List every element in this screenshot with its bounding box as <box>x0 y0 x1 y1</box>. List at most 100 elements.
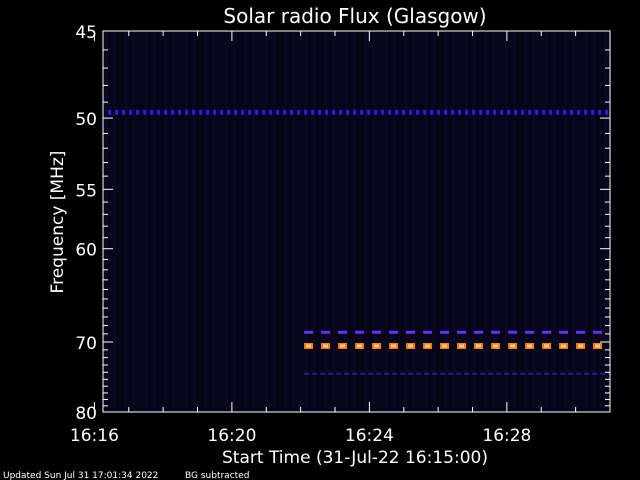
noise-streak <box>493 31 495 412</box>
emission-dash-core <box>527 344 533 348</box>
emission-dash <box>474 330 484 334</box>
emission-dash-core <box>391 344 397 348</box>
emission-dash <box>593 330 603 334</box>
emission-dash-core <box>340 344 346 348</box>
noise-streak <box>433 31 435 412</box>
emission-dash <box>542 330 552 334</box>
emission-dot <box>122 109 126 115</box>
noise-streak <box>565 31 567 412</box>
noise-streak <box>205 31 207 412</box>
emission-dash-core <box>544 344 550 348</box>
emission-dash <box>559 330 569 334</box>
emission-dot <box>241 109 245 115</box>
emission-dot <box>395 109 399 115</box>
noise-streak <box>113 31 115 412</box>
emission-dash <box>576 330 586 334</box>
noise-streak <box>173 31 175 412</box>
emission-dash <box>355 330 365 334</box>
noise-streak <box>465 31 467 412</box>
emission-dash-core <box>578 344 584 348</box>
emission-dot <box>472 109 476 115</box>
emission-dot <box>479 109 483 115</box>
emission-dash-core <box>561 344 567 348</box>
noise-streak <box>425 31 427 412</box>
noise-streak <box>365 31 367 412</box>
emission-dot <box>332 109 336 115</box>
emission-dot <box>248 109 252 115</box>
noise-streak <box>413 31 415 412</box>
emission-dot <box>402 109 406 115</box>
emission-dot <box>353 109 357 115</box>
noise-streak <box>193 31 195 412</box>
emission-dot <box>339 109 343 115</box>
emission-dot <box>262 109 266 115</box>
noise-streak <box>185 31 187 412</box>
noise-streak <box>293 31 295 412</box>
emission-dot <box>458 109 462 115</box>
emission-dash-core <box>374 344 380 348</box>
y-tick-label: 55 <box>75 181 97 201</box>
emission-dot <box>234 109 238 115</box>
emission-dot <box>430 109 434 115</box>
noise-streak <box>605 31 607 412</box>
x-axis-label: Start Time (31-Jul-22 16:15:00) <box>222 448 488 468</box>
noise-streak <box>245 31 247 412</box>
emission-dot <box>283 109 287 115</box>
emission-dash <box>372 330 382 334</box>
noise-streak <box>285 31 287 412</box>
emission-dot <box>297 109 301 115</box>
noise-streak <box>385 31 387 412</box>
noise-streak <box>545 31 547 412</box>
x-tick-label: 16:16 <box>70 426 119 446</box>
y-tick-label: 70 <box>75 334 97 354</box>
emission-dot <box>171 109 175 115</box>
emission-dash-core <box>510 344 516 348</box>
emission-dot <box>374 109 378 115</box>
emission-dot <box>185 109 189 115</box>
emission-dot <box>528 109 532 115</box>
noise-streak <box>105 31 107 412</box>
y-tick-label: 60 <box>75 241 97 261</box>
y-tick-label: 50 <box>75 110 97 130</box>
emission-dot <box>199 109 203 115</box>
emission-band-1 <box>304 330 603 334</box>
emission-dot <box>129 109 133 115</box>
emission-dot <box>206 109 210 115</box>
noise-streak <box>453 31 455 412</box>
emission-dot <box>542 109 546 115</box>
emission-dot <box>605 109 609 115</box>
emission-dot <box>115 109 119 115</box>
noise-streak <box>313 31 315 412</box>
emission-dot <box>535 109 539 115</box>
emission-dot <box>437 109 441 115</box>
emission-dash-core <box>459 344 465 348</box>
emission-dot <box>150 109 154 115</box>
emission-dot <box>591 109 595 115</box>
emission-dot <box>563 109 567 115</box>
emission-dash <box>491 330 501 334</box>
emission-dot <box>192 109 196 115</box>
emission-dot <box>290 109 294 115</box>
emission-dash-core <box>442 344 448 348</box>
emission-dot <box>381 109 385 115</box>
emission-dash-core <box>476 344 482 348</box>
emission-dot <box>549 109 553 115</box>
noise-streak <box>373 31 375 412</box>
emission-dash-core <box>408 344 414 348</box>
noise-streak <box>593 31 595 412</box>
emission-dash <box>525 330 535 334</box>
noise-streak <box>233 31 235 412</box>
emission-dash <box>423 330 433 334</box>
noise-streak <box>405 31 407 412</box>
emission-dot <box>325 109 329 115</box>
noise-streak <box>573 31 575 412</box>
emission-dot <box>213 109 217 115</box>
emission-dot <box>367 109 371 115</box>
emission-band-0 <box>108 109 609 115</box>
noise-streak <box>165 31 167 412</box>
emission-dot <box>143 109 147 115</box>
noise-streak <box>393 31 395 412</box>
noise-streak <box>273 31 275 412</box>
noise-streak <box>585 31 587 412</box>
